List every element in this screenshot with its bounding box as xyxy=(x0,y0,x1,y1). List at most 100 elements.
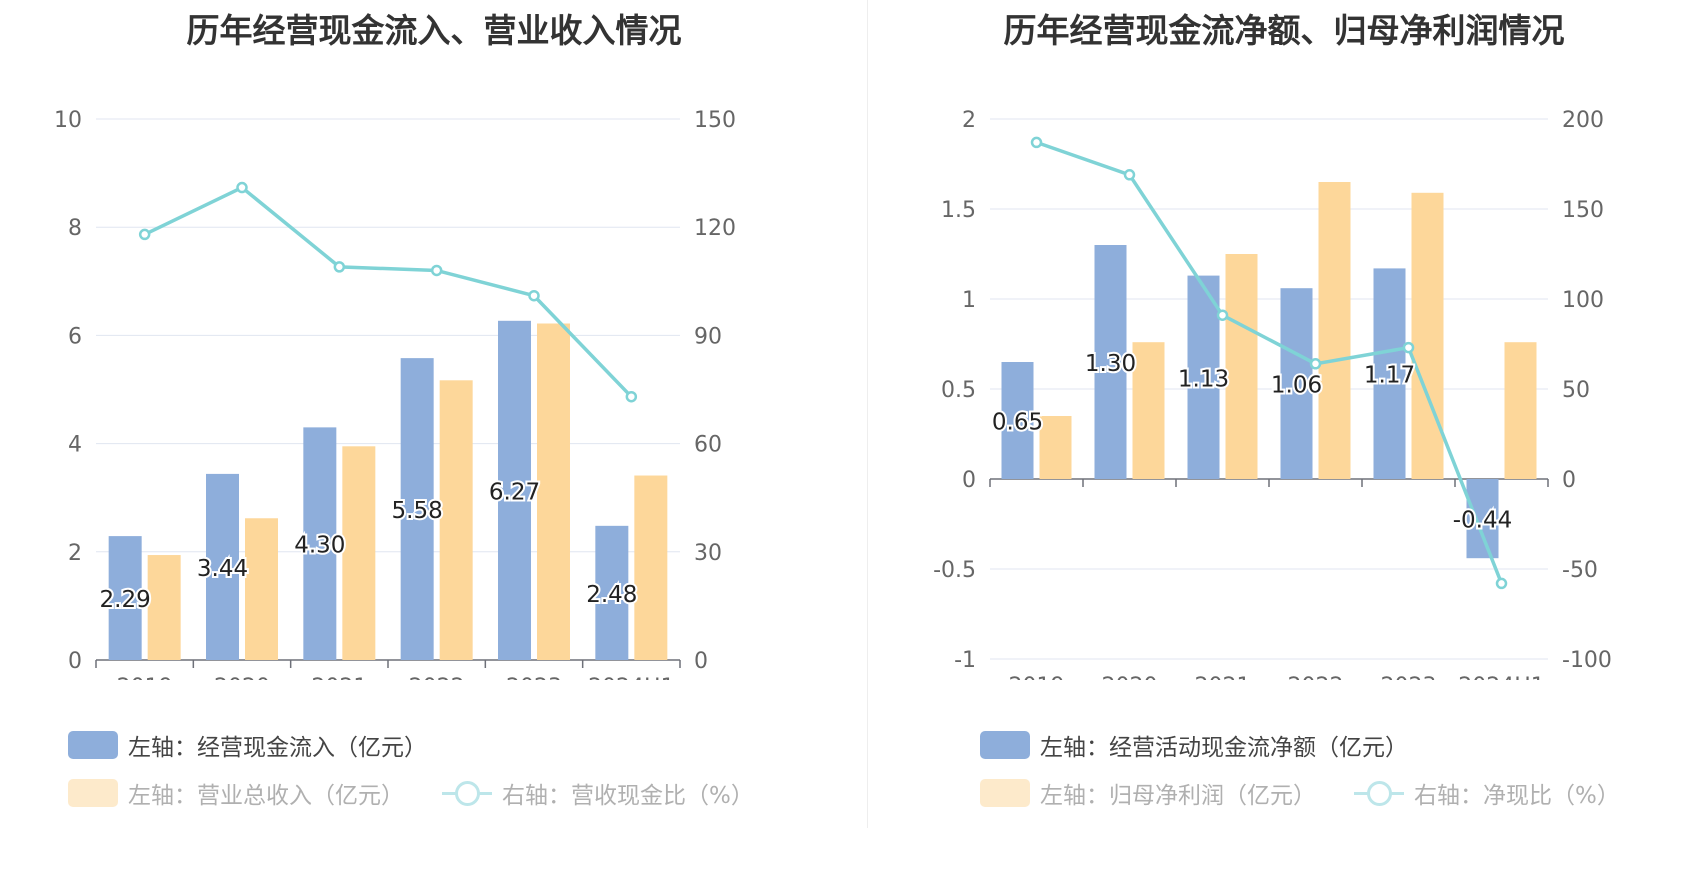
left-left-tick-label: 0 xyxy=(68,649,82,674)
right-left-tick-label: -0.5 xyxy=(933,558,976,583)
right-ratio-point xyxy=(1123,169,1136,181)
left-right-tick-label: 150 xyxy=(694,108,736,133)
right-ratio-line xyxy=(1035,140,1504,585)
right-bar-blue xyxy=(1466,479,1499,559)
legend-line-icon-net-cash-ratio[interactable] xyxy=(1354,779,1404,807)
left-bar-value-label: 2.48 xyxy=(586,582,637,608)
legend-swatch-cash-inflow[interactable] xyxy=(68,731,118,759)
right-bar-value-label: 1.06 xyxy=(1271,373,1322,399)
left-x-tick-label: 2022 xyxy=(409,675,465,680)
legend-line-icon-revenue-cash-ratio[interactable] xyxy=(442,779,492,807)
right-ratio-point xyxy=(1402,341,1415,354)
legend-label-net-profit[interactable]: 左轴：归母净利润（亿元） xyxy=(1040,783,1316,809)
left-bar-blue xyxy=(400,358,434,660)
left-x-tick-label: 2020 xyxy=(214,675,270,680)
right-chart-plot: -1 -100 -0.5 -50 0 0 0.5 50 1 100 1.5 150 2 200 2019 20… xyxy=(933,108,1612,680)
left-bar-value-label: 4.30 xyxy=(294,533,345,559)
right-bar-value-label: -0.44 xyxy=(1453,508,1513,534)
right-left-tick-label: 0.5 xyxy=(941,378,976,403)
left-left-tick-label: 2 xyxy=(68,541,82,566)
left-left-tick-label: 8 xyxy=(68,216,82,241)
right-right-tick-label: 50 xyxy=(1562,378,1590,403)
left-bar-value-label: 5.58 xyxy=(392,498,443,524)
right-bar-blue xyxy=(1187,275,1220,479)
left-bar-blue xyxy=(303,427,337,660)
left-bar-orange xyxy=(537,323,570,660)
left-ratio-point xyxy=(138,228,151,241)
left-ratio-point xyxy=(333,261,346,273)
left-bar-orange xyxy=(147,555,181,660)
left-chart-panel: 历年经营现金流入、营业收入情况 0 0 2 30 4 60 6 90 8 120 10 150 2019… xyxy=(54,11,754,810)
right-chart-panel: 历年经营现金流净额、归母净利润情况 -1 -100 -0.5 -50 0 0 0.5 50 1 1… xyxy=(868,0,1700,874)
right-chart-title: 历年经营现金流净额、归母净利润情况 xyxy=(1003,11,1565,50)
right-left-tick-label: 1 xyxy=(962,288,976,313)
right-bar-orange xyxy=(1039,416,1072,479)
left-ratio-point xyxy=(236,181,248,194)
right-x-tick-label: 2023 xyxy=(1381,674,1437,680)
left-bar-orange xyxy=(634,475,668,660)
left-x-tick-label: 2019 xyxy=(117,675,173,680)
legend-swatch-net-profit[interactable] xyxy=(980,779,1030,807)
right-bar-orange xyxy=(1411,192,1444,480)
left-ratio-point xyxy=(625,390,638,403)
left-chart-title: 历年经营现金流入、营业收入情况 xyxy=(186,11,682,50)
legend-label-revenue[interactable]: 左轴：营业总收入（亿元） xyxy=(128,783,404,809)
left-bar-blue xyxy=(498,320,531,660)
left-ratio-point xyxy=(528,289,540,302)
right-bar-orange xyxy=(1225,254,1258,479)
left-bar-value-label: 6.27 xyxy=(489,479,540,505)
left-right-tick-label: 0 xyxy=(694,649,708,674)
left-left-tick-label: 10 xyxy=(54,108,82,133)
right-bar-value-label: 1.17 xyxy=(1364,363,1415,389)
right-bar-value-label: 1.30 xyxy=(1085,351,1136,377)
right-x-tick-label: 2022 xyxy=(1288,674,1344,680)
right-right-tick-label: -50 xyxy=(1562,558,1598,583)
right-legend-row-1: 左轴：经营活动现金流净额（亿元） xyxy=(980,728,1408,762)
left-bar-orange xyxy=(439,380,473,660)
legend-label-net-cash-flow[interactable]: 左轴：经营活动现金流净额（亿元） xyxy=(1040,735,1408,761)
right-bar-blue xyxy=(1001,362,1034,479)
left-bar-orange xyxy=(342,446,376,660)
right-ratio-point xyxy=(1030,136,1043,149)
left-bar-blue xyxy=(206,473,239,660)
right-legend-row-2: 左轴：归母净利润（亿元） 右轴：净现比（%） xyxy=(980,776,1620,810)
legend-label-revenue-cash-ratio[interactable]: 右轴：营收现金比（%） xyxy=(502,783,754,809)
panel-divider xyxy=(867,0,868,828)
left-x-tick-label: 2024H1 xyxy=(588,675,675,680)
left-right-tick-label: 60 xyxy=(694,433,722,458)
right-bar-value-label: 0.65 xyxy=(992,410,1043,436)
right-x-tick-label: 2024H1 xyxy=(1458,674,1545,680)
right-right-tick-label: -100 xyxy=(1562,648,1612,673)
right-left-tick-label: 1.5 xyxy=(941,198,976,223)
legend-swatch-revenue[interactable] xyxy=(68,779,118,807)
left-right-tick-label: 120 xyxy=(694,216,736,241)
legend-swatch-net-cash-flow[interactable] xyxy=(980,731,1030,759)
right-bar-blue xyxy=(1280,288,1313,479)
right-left-tick-label: 0 xyxy=(962,468,976,493)
left-left-tick-label: 6 xyxy=(68,324,82,349)
right-bar-orange xyxy=(1132,342,1165,479)
right-x-tick-label: 2020 xyxy=(1102,674,1158,680)
right-right-tick-label: 150 xyxy=(1562,198,1604,223)
left-ratio-point xyxy=(430,264,443,277)
left-right-tick-label: 30 xyxy=(694,541,722,566)
right-x-tick-label: 2019 xyxy=(1009,674,1065,680)
right-left-tick-label: -1 xyxy=(954,648,976,673)
left-bar-blue xyxy=(595,525,629,660)
left-ratio-line xyxy=(143,185,633,398)
right-ratio-point xyxy=(1495,577,1508,590)
right-bar-value-label: 1.13 xyxy=(1178,366,1229,392)
right-x-tick-label: 2021 xyxy=(1195,674,1251,680)
right-left-tick-label: 2 xyxy=(962,108,976,133)
left-bar-value-label: 2.29 xyxy=(100,587,151,613)
legend-label-net-cash-ratio[interactable]: 右轴：净现比（%） xyxy=(1414,783,1620,809)
left-bar-value-label: 3.44 xyxy=(197,556,248,582)
legend-label-cash-inflow[interactable]: 左轴：经营现金流入（亿元） xyxy=(128,735,427,761)
left-legend-row-2: 左轴：营业总收入（亿元） 右轴：营收现金比（%） xyxy=(68,776,754,810)
right-right-tick-label: 200 xyxy=(1562,108,1604,133)
right-ratio-point xyxy=(1216,309,1229,321)
left-x-tick-label: 2023 xyxy=(506,675,562,680)
right-bar-orange xyxy=(1504,342,1537,479)
left-left-tick-label: 4 xyxy=(68,433,82,458)
right-bar-blue xyxy=(1373,268,1406,479)
